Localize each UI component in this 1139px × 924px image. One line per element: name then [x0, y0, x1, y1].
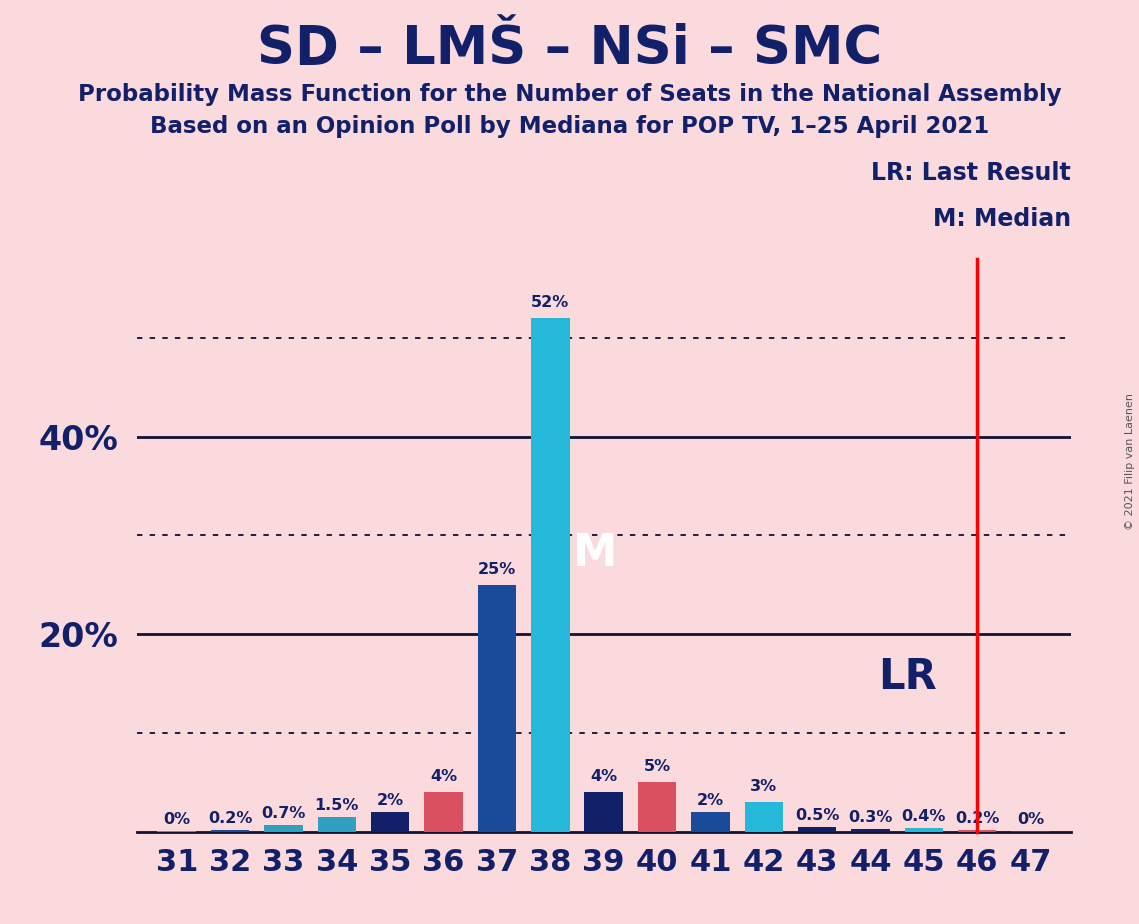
Text: SD – LMŠ – NSi – SMC: SD – LMŠ – NSi – SMC [257, 23, 882, 75]
Text: Based on an Opinion Poll by Mediana for POP TV, 1–25 April 2021: Based on an Opinion Poll by Mediana for … [150, 116, 989, 139]
Text: M: Median: M: Median [933, 207, 1071, 231]
Bar [211, 830, 249, 832]
Bar [798, 827, 836, 832]
Text: 3%: 3% [751, 779, 777, 794]
Text: 0.2%: 0.2% [208, 810, 252, 826]
Bar [531, 318, 570, 832]
Bar [638, 783, 677, 832]
Bar [958, 830, 997, 832]
Bar [264, 825, 303, 832]
Text: 0.7%: 0.7% [261, 806, 305, 821]
Text: © 2021 Filip van Laenen: © 2021 Filip van Laenen [1125, 394, 1134, 530]
Text: 0.3%: 0.3% [849, 809, 893, 825]
Text: 5%: 5% [644, 760, 671, 774]
Text: 4%: 4% [590, 769, 617, 784]
Bar [851, 829, 890, 832]
Text: LR: Last Result: LR: Last Result [871, 162, 1071, 186]
Bar [318, 817, 357, 832]
Text: LR: LR [878, 656, 937, 699]
Text: 0.2%: 0.2% [956, 810, 999, 826]
Bar [584, 792, 623, 832]
Bar [425, 792, 462, 832]
Text: M: M [573, 532, 617, 575]
Text: 0.5%: 0.5% [795, 808, 839, 822]
Text: Probability Mass Function for the Number of Seats in the National Assembly: Probability Mass Function for the Number… [77, 83, 1062, 106]
Text: 0.4%: 0.4% [902, 808, 947, 823]
Text: 1.5%: 1.5% [314, 797, 359, 813]
Text: 2%: 2% [697, 793, 724, 808]
Bar [477, 585, 516, 832]
Text: 0%: 0% [163, 812, 190, 827]
Bar [691, 812, 730, 832]
Text: 25%: 25% [477, 562, 516, 577]
Bar [904, 828, 943, 832]
Bar [745, 802, 782, 832]
Text: 4%: 4% [431, 769, 457, 784]
Text: 52%: 52% [531, 295, 570, 310]
Text: 2%: 2% [377, 793, 403, 808]
Text: 0%: 0% [1017, 812, 1044, 827]
Bar [371, 812, 409, 832]
